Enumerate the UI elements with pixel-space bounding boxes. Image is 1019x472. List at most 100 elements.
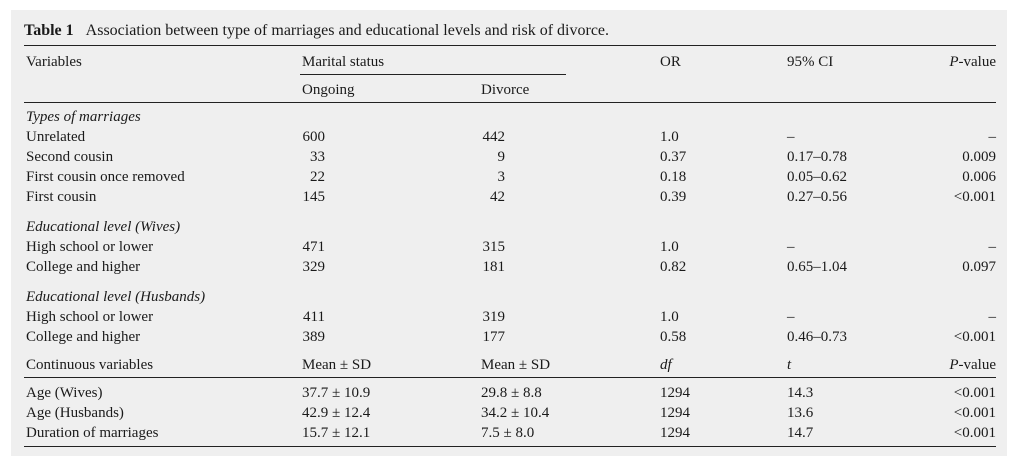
continuous-header-df: df [660,357,672,373]
table-row: High school or lower 471 315 1.0 – – [0,238,1019,256]
table-row: Duration of marriages 15.7 ± 12.1 7.5 ± 8.… [0,424,1019,442]
cell-pvalue: <0.001 [953,405,996,421]
cell-ci: – [787,129,795,145]
cell-df: 1294 [660,405,690,421]
table-row: Unrelated 600 442 1.0 – – [0,128,1019,146]
cell-or: 0.82 [660,259,687,275]
header-pvalue: P-value [949,54,996,70]
row-label: High school or lower [26,309,154,325]
section-title-row: Types of marriages [0,108,1019,126]
row-label: Unrelated [26,129,86,145]
cell-ongoing: 329 [302,259,326,275]
cell-divorce: 442 [482,129,506,145]
cell-divorce: 177 [482,329,506,345]
cell-or: 0.58 [660,329,687,345]
cell-pvalue: <0.001 [953,385,996,401]
section-title-row: Educational level (Husbands) [0,288,1019,306]
cell-pvalue: 0.009 [962,149,996,165]
continuous-rule [24,377,996,378]
table-panel [11,10,1007,456]
cell-divorce: 42 [490,189,505,205]
table-row: Age (Wives) 37.7 ± 10.9 29.8 ± 8.8 1294 14.3… [0,384,1019,402]
row-label: College and higher [26,259,141,275]
cell-t: 13.6 [787,405,814,421]
cell-ci: 0.65–1.04 [787,259,847,275]
continuous-header-mean-ongoing: Mean ± SD [302,357,372,373]
cell-ci: – [787,239,795,255]
cell-or: 1.0 [660,129,679,145]
table-row: College and higher 329 181 0.82 0.65–1.04 0.0… [0,258,1019,276]
cell-divorce: 319 [482,309,506,325]
section-title: Educational level (Husbands) [26,289,206,305]
section-title: Educational level (Wives) [26,219,181,235]
cell-or: 0.39 [660,189,687,205]
table-caption: Table 1 Association between type of marri… [24,22,609,40]
row-label: High school or lower [26,239,154,255]
bottom-rule [24,446,996,447]
cell-ci: 0.17–0.78 [787,149,847,165]
row-label: College and higher [26,329,141,345]
cell-divorce: 9 [497,149,506,165]
table-row: Second cousin 33 9 0.37 0.17–0.78 0.009 [0,148,1019,166]
cell-divorce: 7.5 ± 8.0 [481,425,535,441]
table-number: Table 1 [24,22,74,39]
table-row: First cousin once removed 22 3 0.18 0.05–0.6… [0,168,1019,186]
cell-ongoing: 600 [302,129,326,145]
cell-divorce: 181 [482,259,506,275]
row-label: Second cousin [26,149,114,165]
cell-df: 1294 [660,385,690,401]
header-ci: 95% CI [787,54,834,70]
table-row: High school or lower 411 319 1.0 – – [0,308,1019,326]
table-title: Association between type of marriages an… [85,22,610,39]
cell-t: 14.7 [787,425,814,441]
header-pvalue-text: -value [958,54,996,70]
header-row-1: Variables Marital status OR 95% CI P-val… [0,53,1019,71]
row-label: Age (Husbands) [26,405,124,421]
cell-pvalue: – [988,309,997,325]
cell-ongoing: 37.7 ± 10.9 [302,385,371,401]
cell-pvalue: – [988,129,997,145]
cell-ongoing: 145 [302,189,326,205]
table-row: First cousin 145 42 0.39 0.27–0.56 <0.001 [0,188,1019,206]
cell-ci: 0.27–0.56 [787,189,847,205]
cell-divorce: 3 [497,169,506,185]
continuous-header-mean-divorce: Mean ± SD [481,357,551,373]
cell-ci: 0.46–0.73 [787,329,847,345]
continuous-header-row: Continuous variables Mean ± SD Mean ± SD df… [0,356,1019,374]
cell-divorce: 29.8 ± 8.8 [481,385,542,401]
header-or: OR [660,54,681,70]
cell-or: 1.0 [660,309,679,325]
row-label: Duration of marriages [26,425,159,441]
cell-pvalue: <0.001 [953,329,996,345]
cell-or: 0.37 [660,149,687,165]
cell-ongoing: 15.7 ± 12.1 [302,425,371,441]
row-label: First cousin [26,189,97,205]
cell-divorce: 34.2 ± 10.4 [481,405,550,421]
header-variables: Variables [26,54,82,70]
pvalue-suffix: -value [958,357,996,373]
cell-df: 1294 [660,425,690,441]
section-title: Types of marriages [26,109,141,125]
continuous-header-t: t [787,357,792,373]
cell-ongoing: 22 [310,169,325,185]
cell-ongoing: 33 [310,149,325,165]
cell-pvalue: 0.097 [962,259,996,275]
table-row: Age (Husbands) 42.9 ± 12.4 34.2 ± 10.4 1294… [0,404,1019,422]
marital-status-rule [300,74,566,75]
cell-pvalue: 0.006 [962,169,996,185]
header-marital-status: Marital status [302,54,385,70]
cell-or: 1.0 [660,239,679,255]
cell-ongoing: 42.9 ± 12.4 [302,405,371,421]
cell-pvalue: – [988,239,997,255]
cell-divorce: 315 [482,239,506,255]
section-title-row: Educational level (Wives) [0,218,1019,236]
top-rule [24,45,996,46]
cell-ongoing: 471 [302,239,326,255]
row-label: Age (Wives) [26,385,103,401]
header-rule [24,102,996,103]
cell-t: 14.3 [787,385,814,401]
table-row: College and higher 389 177 0.58 0.46–0.73 <0.… [0,328,1019,346]
pvalue-p: P [949,357,959,373]
header-row-2: Ongoing Divorce [0,81,1019,99]
cell-ongoing: 411 [303,309,325,325]
